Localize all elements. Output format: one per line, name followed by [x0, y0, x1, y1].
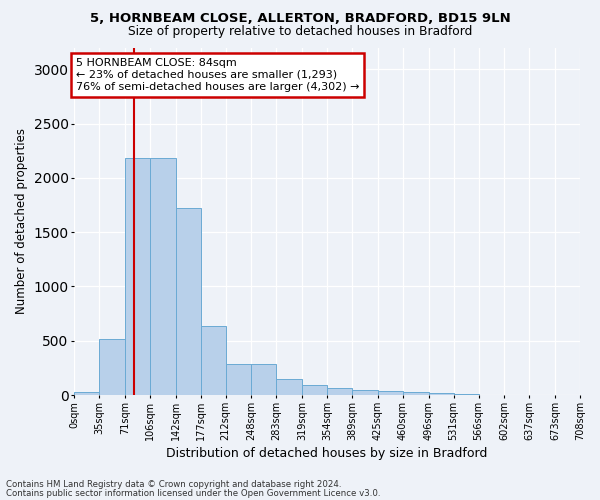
Text: 5, HORNBEAM CLOSE, ALLERTON, BRADFORD, BD15 9LN: 5, HORNBEAM CLOSE, ALLERTON, BRADFORD, B…: [89, 12, 511, 26]
Bar: [454, 394, 479, 395]
Text: Contains public sector information licensed under the Open Government Licence v3: Contains public sector information licen…: [6, 488, 380, 498]
Bar: [277, 379, 302, 395]
Bar: [428, 393, 454, 395]
Bar: [74, 392, 99, 395]
Text: Contains HM Land Registry data © Crown copyright and database right 2024.: Contains HM Land Registry data © Crown c…: [6, 480, 341, 489]
Bar: [150, 158, 176, 395]
Bar: [226, 364, 251, 395]
Bar: [125, 158, 150, 395]
Bar: [352, 390, 378, 395]
Bar: [403, 392, 428, 395]
Bar: [200, 326, 226, 395]
Bar: [251, 364, 277, 395]
Text: Size of property relative to detached houses in Bradford: Size of property relative to detached ho…: [128, 25, 472, 38]
Text: 5 HORNBEAM CLOSE: 84sqm
← 23% of detached houses are smaller (1,293)
76% of semi: 5 HORNBEAM CLOSE: 84sqm ← 23% of detache…: [76, 58, 359, 92]
Bar: [99, 338, 125, 395]
X-axis label: Distribution of detached houses by size in Bradford: Distribution of detached houses by size …: [166, 447, 488, 460]
Bar: [302, 386, 327, 395]
Bar: [176, 208, 200, 395]
Y-axis label: Number of detached properties: Number of detached properties: [15, 128, 28, 314]
Bar: [327, 388, 352, 395]
Bar: [378, 392, 403, 395]
